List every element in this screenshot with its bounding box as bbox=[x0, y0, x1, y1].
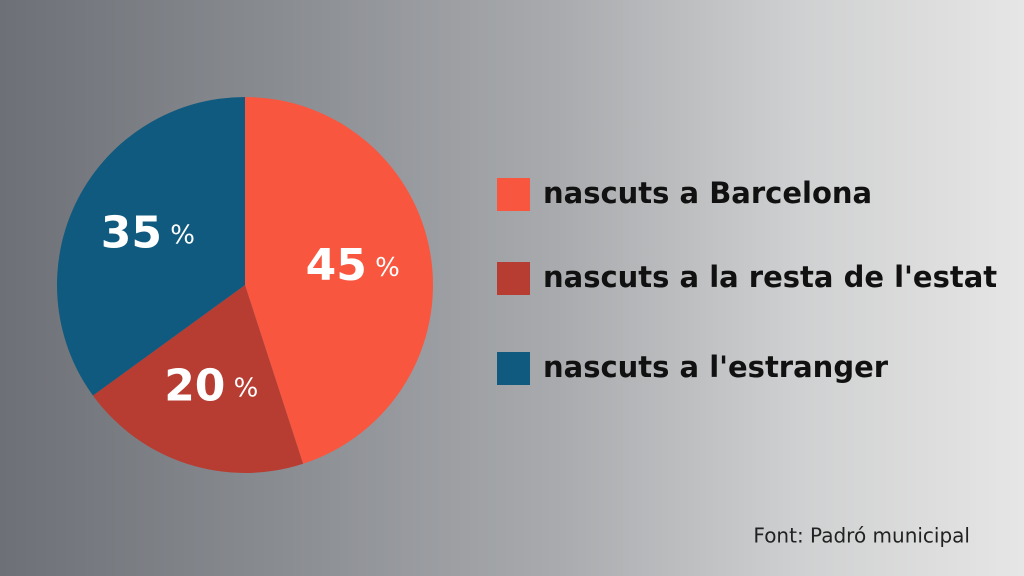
legend-swatch bbox=[497, 178, 530, 211]
legend-swatch bbox=[497, 262, 530, 295]
legend-label: nascuts a Barcelona bbox=[543, 176, 872, 210]
pie-slice bbox=[92, 285, 304, 473]
value-label: 45 % bbox=[306, 240, 400, 291]
value-label: 35 % bbox=[101, 207, 195, 258]
source-note: Font: Padró municipal bbox=[753, 524, 970, 548]
pie-slice bbox=[57, 96, 246, 396]
legend-label: nascuts a l'estranger bbox=[543, 350, 889, 384]
legend-label: nascuts a la resta de l'estat bbox=[543, 260, 997, 294]
legend-swatch bbox=[497, 352, 530, 385]
pie-slice bbox=[245, 97, 433, 464]
value-label: 20 % bbox=[164, 361, 258, 412]
